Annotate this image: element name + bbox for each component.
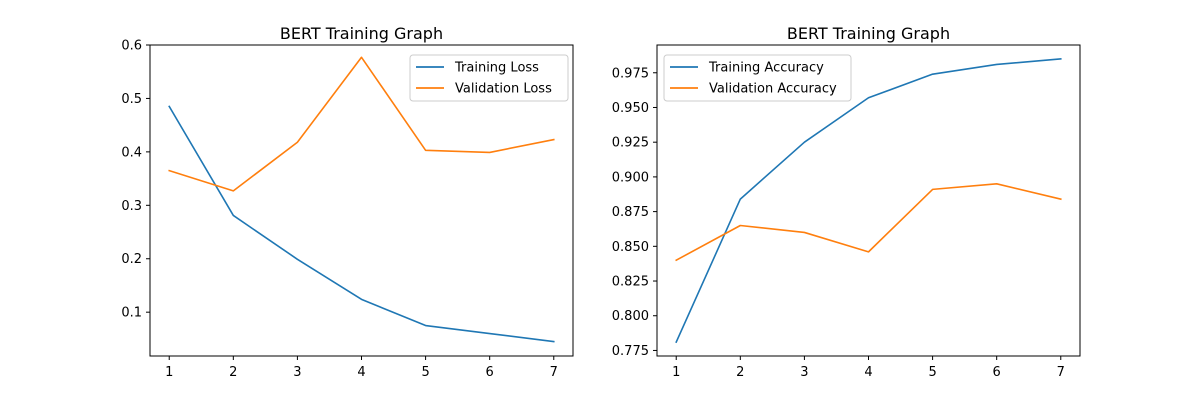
x-tick-label: 3 <box>800 365 808 380</box>
legend: Training Accuracy Validation Accuracy <box>663 54 852 102</box>
series-line-validation-loss <box>168 56 555 192</box>
y-tick-label: 0.800 <box>612 309 649 324</box>
series-line-validation-accuracy <box>675 183 1062 262</box>
series-line-training-accuracy <box>675 58 1062 344</box>
y-tick-label: 0.1 <box>121 306 142 321</box>
y-tick-label: 0.2 <box>121 252 142 267</box>
x-tick-label: 1 <box>672 365 680 380</box>
series-line-training-loss <box>168 105 555 343</box>
chart-title: BERT Training Graph <box>787 24 950 43</box>
x-tick-label: 1 <box>165 365 173 380</box>
y-tick-label: 0.825 <box>612 275 649 290</box>
legend: Training Loss Validation Loss <box>409 54 569 102</box>
x-tick-label: 4 <box>357 365 365 380</box>
y-tick-label: 0.4 <box>121 145 142 160</box>
x-tick-label: 7 <box>550 365 558 380</box>
y-tick-label: 0.900 <box>612 170 649 185</box>
x-tick-label: 5 <box>928 365 936 380</box>
x-tick-label: 5 <box>421 365 429 380</box>
chart-title: BERT Training Graph <box>280 24 443 43</box>
legend-label: Validation Loss <box>455 82 552 97</box>
legend-label: Validation Accuracy <box>709 82 837 97</box>
y-tick-label: 0.850 <box>612 240 649 255</box>
y-tick-label: 0.950 <box>612 101 649 116</box>
chart-1: BERT Training Graph 1 2 3 4 5 6 7 0.1 0.2 0.3 0.4 0.… <box>121 24 574 380</box>
x-tick-label: 6 <box>486 365 494 380</box>
legend-label: Training Accuracy <box>708 61 824 76</box>
legend-box <box>409 54 569 102</box>
legend-label: Training Loss <box>454 61 539 76</box>
legend-box <box>663 54 852 102</box>
y-tick-label: 0.925 <box>612 136 649 151</box>
x-tick-label: 7 <box>1057 365 1065 380</box>
x-tick-label: 4 <box>864 365 872 380</box>
y-tick-label: 0.775 <box>612 344 649 359</box>
x-tick-label: 2 <box>229 365 237 380</box>
y-tick-label: 0.5 <box>121 92 142 107</box>
chart-2: BERT Training Graph 1 2 3 4 5 6 7 0.775 0.800 0.82… <box>612 24 1081 380</box>
x-tick-label: 3 <box>293 365 301 380</box>
x-tick-label: 2 <box>736 365 744 380</box>
y-tick-label: 0.975 <box>612 66 649 81</box>
y-tick-label: 0.875 <box>612 205 649 220</box>
x-tick-label: 6 <box>993 365 1001 380</box>
y-tick-label: 0.6 <box>121 39 142 54</box>
y-tick-label: 0.3 <box>121 199 142 214</box>
